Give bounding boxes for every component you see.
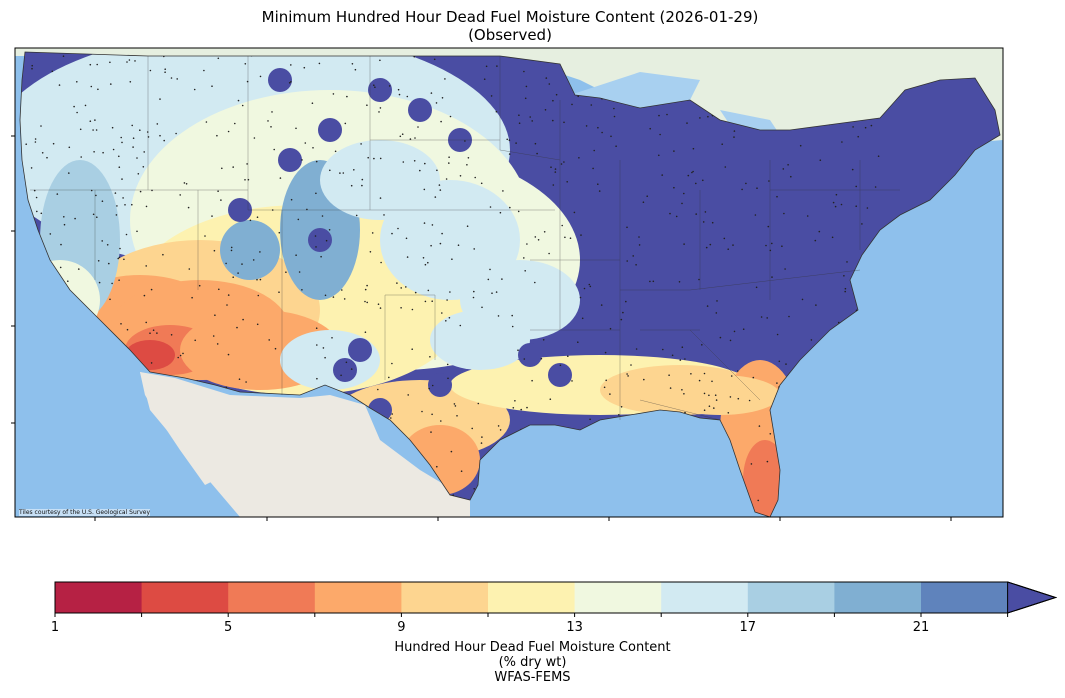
basemap-credit: Tiles courtesy of the U.S. Geological Su… [19, 509, 151, 516]
moisture-contour [430, 310, 530, 370]
chart-title: Minimum Hundred Hour Dead Fuel Moisture … [261, 8, 759, 26]
colorbar-bin [921, 582, 1009, 613]
colorbar-bin [141, 582, 229, 613]
chart-subtitle: (Observed) [468, 26, 552, 44]
mexico-land [140, 372, 470, 517]
wet-pocket [318, 118, 342, 142]
wet-pocket [308, 228, 332, 252]
moisture-contour [220, 220, 280, 280]
colorbar-bin [661, 582, 749, 613]
wet-pocket [408, 98, 432, 122]
colorbar-bin [314, 582, 402, 613]
colorbar-units: (% dry wt) [498, 655, 567, 670]
colorbar-bin [228, 582, 316, 613]
wet-pocket [548, 363, 572, 387]
colorbar-tick-label: 1 [50, 620, 60, 635]
colorbar-label: Hundred Hour Dead Fuel Moisture Content [394, 640, 671, 655]
wet-pocket [268, 68, 292, 92]
colorbar-tick-label: 13 [566, 620, 583, 635]
wet-pocket [368, 78, 392, 102]
colorbar-tick-label: 17 [739, 620, 757, 635]
colorbar-tick-label: 21 [912, 620, 930, 635]
axis-ticks [11, 135, 952, 521]
colorbar-bin [488, 582, 576, 613]
colorbar-bin [574, 582, 662, 613]
state-boundaries [30, 56, 900, 421]
wet-pocket [278, 148, 302, 172]
map-panel[interactable] [0, 30, 1003, 520]
wet-pocket [348, 338, 372, 362]
us-border [19, 51, 1001, 517]
colorbar-tick-label: 9 [397, 620, 406, 635]
wet-pocket [428, 373, 452, 397]
map-frame [14, 47, 1004, 518]
moisture-contour [743, 440, 787, 517]
moisture-contour [660, 375, 780, 415]
great-lakes [570, 72, 860, 200]
wet-pocket [228, 198, 252, 222]
colorbar-tick-label: 5 [224, 620, 233, 635]
wet-pocket [333, 358, 357, 382]
colorbar-bin [747, 582, 835, 613]
wet-pocket [518, 343, 542, 367]
colorbar-extend-arrow [1007, 581, 1058, 614]
colorbar-bin [55, 582, 143, 613]
colorbar-bin [834, 582, 922, 613]
colorbar [54, 581, 1058, 617]
colorbar-bin [401, 582, 489, 613]
colorbar-source: WFAS-FEMS [494, 670, 571, 685]
baja-peninsula [140, 372, 215, 485]
